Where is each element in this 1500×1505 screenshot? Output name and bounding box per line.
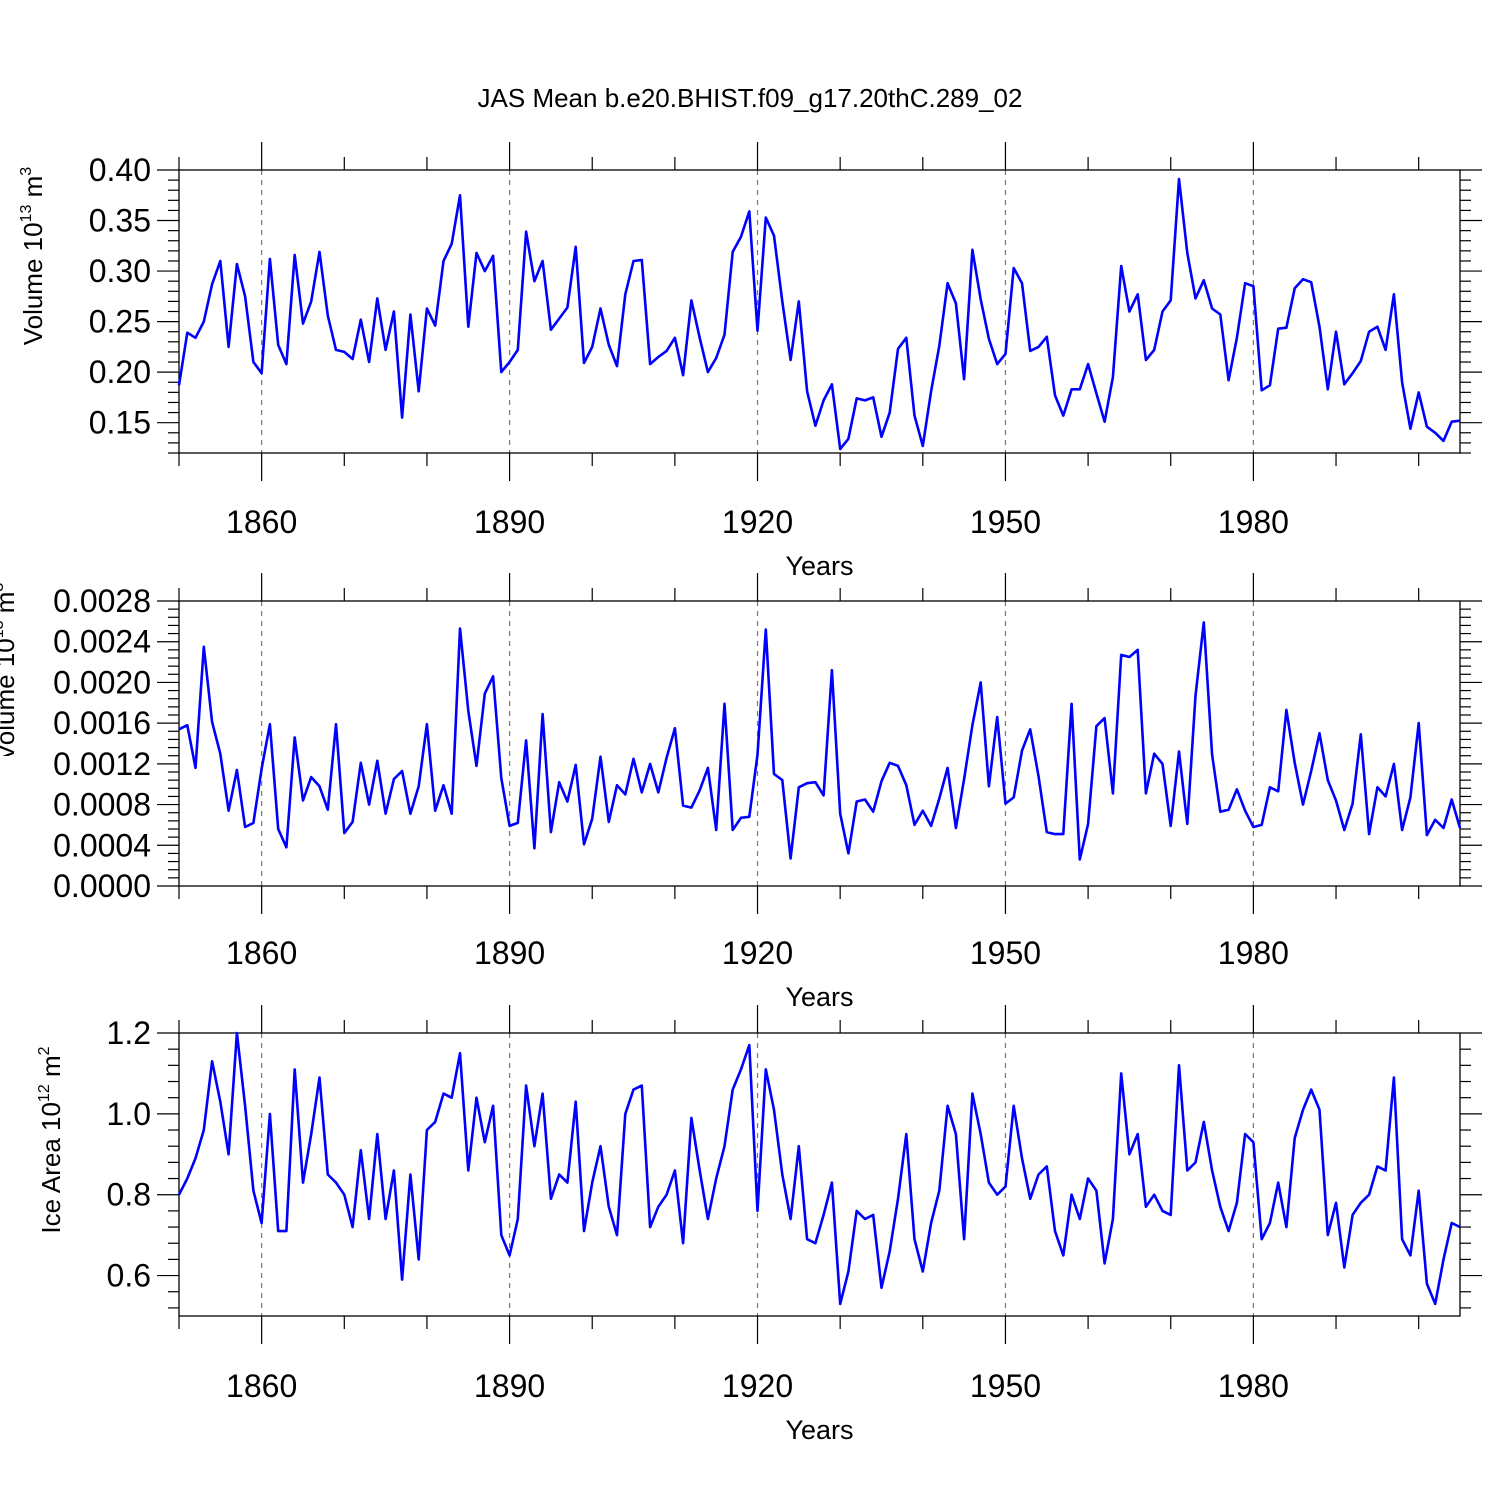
- x-axis-label: Years: [785, 551, 853, 581]
- ylabel-unit: m: [0, 592, 20, 621]
- ylabel-exponent: 13: [0, 620, 7, 638]
- y-tick-label-0.0008: 0.0008: [53, 787, 151, 823]
- x-tick-label-1920: 1920: [722, 504, 793, 540]
- x-tick-label-1860: 1860: [226, 935, 297, 971]
- y-axis-label: Beau Ice Volume 1013 m3: [18, 167, 48, 455]
- ylabel-prefix: Beau Ice Volume 10: [18, 222, 48, 455]
- x-tick-label-1980: 1980: [1218, 935, 1289, 971]
- panel-1: 1860 1890 1920 1950 1980 0.15 0.20 0.25 0.30 0.35…: [18, 142, 1482, 581]
- y-tick-label-0.0012: 0.0012: [53, 746, 151, 782]
- ylabel-exponent: 13: [18, 205, 35, 223]
- x-tick-label-1980: 1980: [1218, 1368, 1289, 1404]
- panels: 1860 1890 1920 1950 1980 0.15 0.20 0.25 0.30 0.35…: [0, 142, 1482, 1445]
- y-tick-label-0.20: 0.20: [89, 354, 151, 390]
- y-tick-label-1.2: 1.2: [107, 1015, 151, 1051]
- x-tick-label-1890: 1890: [474, 504, 545, 540]
- y-tick-label-0.25: 0.25: [89, 304, 151, 340]
- ylabel-prefix: Beau Ice Area 10: [36, 1102, 66, 1301]
- x-tick-label-1920: 1920: [722, 1368, 793, 1404]
- x-tick-label-1920: 1920: [722, 935, 793, 971]
- y-tick-label-1.0: 1.0: [107, 1096, 151, 1132]
- x-tick-label-1860: 1860: [226, 1368, 297, 1404]
- plot-frame: [178, 169, 1461, 454]
- ylabel-prefix: Beau Snow Volume 10: [0, 638, 20, 901]
- x-tick-label-1890: 1890: [474, 935, 545, 971]
- y-tick-label-0.30: 0.30: [89, 253, 151, 289]
- x-tick-label-1950: 1950: [970, 935, 1041, 971]
- series-line-2: [178, 621, 1462, 861]
- plot-frame: [178, 1032, 1461, 1317]
- x-tick-label-1950: 1950: [970, 504, 1041, 540]
- y-tick-label-0.40: 0.40: [89, 152, 151, 188]
- y-tick-label-0.0016: 0.0016: [53, 705, 151, 741]
- y-tick-label-0.0004: 0.0004: [53, 827, 151, 863]
- x-axis-label: Years: [785, 982, 853, 1012]
- y-axis-label: Beau Snow Volume 1013 m3: [0, 583, 20, 902]
- ylabel-unit-exponent: 2: [36, 1046, 53, 1055]
- y-tick-label-0.0000: 0.0000: [53, 868, 151, 904]
- y-axis-label: Beau Ice Area 1012 m2: [36, 1046, 66, 1301]
- y-tick-label-0.35: 0.35: [89, 203, 151, 239]
- ylabel-unit-exponent: 3: [0, 583, 7, 592]
- plot-frame: [178, 600, 1461, 887]
- y-tick-label-0.15: 0.15: [89, 405, 151, 441]
- y-tick-label-0.6: 0.6: [107, 1258, 151, 1294]
- panel-3: 1860 1890 1920 1950 1980 0.6 0.8 1.0 1.2 Years Bea…: [36, 1005, 1482, 1445]
- x-tick-label-1950: 1950: [970, 1368, 1041, 1404]
- x-axis-label: Years: [785, 1415, 853, 1445]
- y-tick-label-0.8: 0.8: [107, 1177, 151, 1213]
- y-tick-label-0.0020: 0.0020: [53, 664, 151, 700]
- x-tick-label-1860: 1860: [226, 504, 297, 540]
- ylabel-unit: m: [18, 176, 48, 205]
- ylabel-unit: m: [36, 1055, 66, 1084]
- chart-title: JAS Mean b.e20.BHIST.f09_g17.20thC.289_0…: [478, 83, 1023, 113]
- series-line-1: [177, 177, 1461, 451]
- x-tick-label-1890: 1890: [474, 1368, 545, 1404]
- series-line-3: [177, 1031, 1461, 1306]
- y-tick-label-0.0024: 0.0024: [53, 624, 151, 660]
- panel-2: 1860 1890 1920 1950 1980 0.0000 0.0004 0.0008 0.…: [0, 573, 1482, 1012]
- ylabel-unit-exponent: 3: [18, 167, 35, 176]
- y-tick-label-0.0028: 0.0028: [53, 583, 151, 619]
- ylabel-exponent: 12: [36, 1084, 53, 1102]
- x-tick-label-1980: 1980: [1218, 504, 1289, 540]
